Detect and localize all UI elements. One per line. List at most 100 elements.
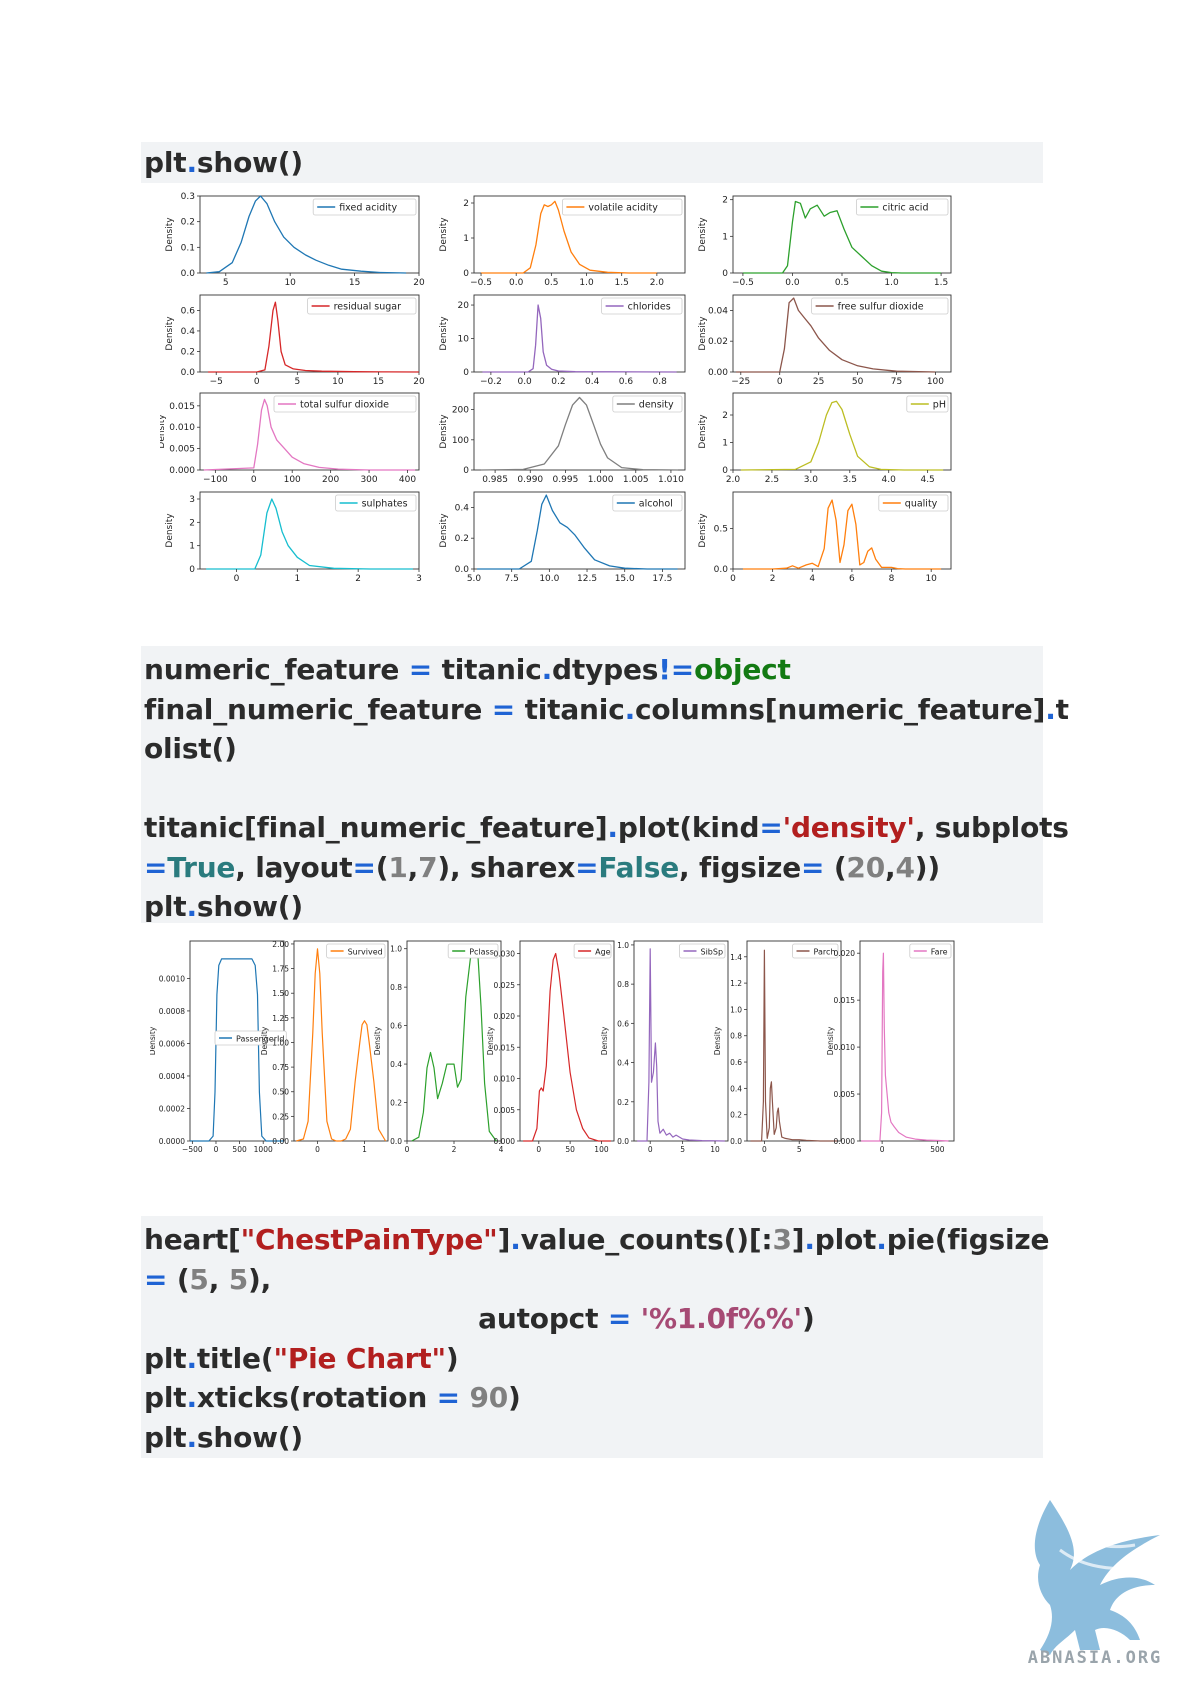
- x-tick-label: 2: [355, 574, 361, 584]
- griffin-logo-icon: [1034, 1500, 1160, 1655]
- x-tick-label: 0: [254, 377, 260, 387]
- y-tick-label: 0.010: [494, 1075, 516, 1084]
- x-tick-label: 5.0: [467, 574, 482, 584]
- legend-box: [856, 198, 949, 216]
- code-token: )): [914, 850, 940, 884]
- code-token: False: [598, 850, 680, 884]
- legend-label: Survived: [348, 947, 383, 956]
- y-tick-label: 1.0: [617, 941, 629, 950]
- y-tick-label: 0.6: [730, 1058, 742, 1067]
- x-tick-label: 5: [680, 1145, 685, 1154]
- x-tick-label: 7.5: [505, 574, 519, 584]
- y-tick-label: 0.0004: [159, 1072, 185, 1081]
- code-token: ): [445, 1341, 459, 1375]
- y-tick-label: 0.0: [390, 1137, 402, 1146]
- x-tick-label: 5: [294, 377, 300, 387]
- x-tick-label: 0.0: [509, 278, 524, 288]
- density-subplot-sibsp: 0 5 10 0.0 0.2 0.4 0.6 0.8 1.0 Density SibSp: [600, 940, 729, 1154]
- titanic-density-subplots: −500 0 500 10000.00000.00020.00040.00060.00…: [150, 940, 955, 1154]
- x-tick-label: 3: [416, 574, 422, 584]
- legend-box: [612, 494, 683, 512]
- legend-label: SibSp: [701, 947, 724, 956]
- y-tick-label: 20: [458, 301, 470, 311]
- x-tick-label: 100: [594, 1145, 609, 1154]
- code-token: 4: [895, 850, 915, 884]
- y-axis-label: Density: [600, 1026, 609, 1055]
- code-token: !=: [658, 653, 695, 686]
- y-tick-label: 2: [722, 196, 728, 206]
- y-tick-label: 0.020: [494, 1012, 516, 1021]
- density-line: [206, 498, 413, 570]
- code-token: autopct: [144, 1302, 608, 1335]
- legend-label: Parch: [814, 947, 836, 956]
- density-subplot-fare: 0 500 0.000 0.005 0.010 0.015 0.020 Density Fare: [826, 940, 955, 1154]
- y-axis-label: Density: [826, 1026, 835, 1055]
- x-tick-label: 15.0: [615, 574, 635, 584]
- legend-label: Age: [595, 947, 611, 956]
- y-tick-label: 0.04: [708, 306, 728, 316]
- x-tick-label: 1: [294, 574, 300, 584]
- x-tick-label: 1.5: [615, 278, 629, 288]
- y-tick-label: 1: [722, 439, 728, 449]
- x-tick-label: 0.2: [551, 377, 565, 387]
- legend-label: density: [639, 399, 674, 410]
- code-token: ,: [885, 850, 896, 884]
- legend-box: [679, 943, 726, 959]
- density-subplot-fixed-acidity: 5 10 15 20 0.0 0.1 0.2 0.3 Density fixed acidity: [165, 192, 425, 288]
- density-subplot-volatile-acidity: −0.5 0.0 0.5 1.0 1.5 2.0 0 1 2 Density volatile ac…: [439, 195, 686, 288]
- code-token: titanic: [432, 653, 542, 686]
- code-line: plt.xticks(rotation = 90): [144, 1378, 1039, 1418]
- code-token: "Pie Chart": [273, 1341, 446, 1375]
- y-tick-label: 0.6: [617, 1019, 629, 1028]
- y-tick-label: 1.0: [730, 1005, 742, 1014]
- y-tick-label: 0.010: [834, 1043, 856, 1052]
- code-line: = (5, 5),: [144, 1260, 1039, 1300]
- density-line: [190, 958, 284, 1142]
- y-axis-label: Density: [713, 1026, 722, 1055]
- code-token: , subplots: [914, 811, 1069, 844]
- y-tick-label: 1.4: [730, 953, 742, 962]
- x-tick-label: 10: [925, 574, 937, 584]
- x-tick-label: 0.995: [553, 475, 579, 485]
- y-tick-label: 0: [463, 466, 469, 476]
- x-tick-label: 10: [710, 1145, 720, 1154]
- density-line: [740, 400, 944, 471]
- x-tick-label: 8: [889, 574, 895, 584]
- axes-frame: [473, 392, 686, 471]
- y-tick-label: 2: [722, 411, 728, 421]
- y-tick-label: 0.00: [272, 1137, 289, 1146]
- y-tick-label: 1.0: [390, 945, 402, 954]
- code-token: ,: [208, 1262, 229, 1296]
- x-tick-label: 2.0: [650, 278, 665, 288]
- code-token: .: [510, 1223, 521, 1256]
- x-tick-label: 2: [770, 574, 776, 584]
- y-tick-label: 0.0000: [159, 1137, 185, 1146]
- code-token: .: [186, 1381, 197, 1414]
- code-token: .: [186, 146, 197, 179]
- x-tick-label: −0.5: [732, 278, 754, 288]
- x-tick-label: 1.000: [588, 475, 614, 485]
- y-tick-label: 0.4: [617, 1059, 629, 1068]
- x-tick-label: 0: [777, 377, 783, 387]
- code-token: (: [375, 850, 389, 884]
- x-tick-label: 500: [930, 1145, 945, 1154]
- code-block-pie-chart: heart["ChestPainType"].value_counts()[:3…: [141, 1216, 1049, 1458]
- code-token: show(): [196, 1420, 303, 1454]
- legend-box: [811, 297, 949, 315]
- x-tick-label: 0: [536, 1145, 541, 1154]
- code-token: 7: [418, 850, 438, 884]
- code-token: .: [876, 1223, 887, 1256]
- y-axis-label: Density: [165, 316, 175, 351]
- x-tick-label: 0: [251, 475, 257, 485]
- density-subplot-pclass: 0 2 4 0.0 0.2 0.4 0.6 0.8 1.0 Density Pclass: [373, 940, 504, 1154]
- code-token: t: [1055, 692, 1069, 726]
- code-line: numeric_feature = titanic.dtypes!=object: [144, 650, 1039, 690]
- y-tick-label: 0.025: [494, 981, 516, 990]
- x-tick-label: 0: [730, 574, 736, 584]
- y-tick-label: 0.020: [834, 949, 856, 958]
- code-token: ): [801, 1302, 815, 1335]
- code-line: olist(): [144, 729, 1039, 769]
- y-tick-label: 0.6: [181, 306, 196, 316]
- code-token: titanic: [515, 692, 625, 726]
